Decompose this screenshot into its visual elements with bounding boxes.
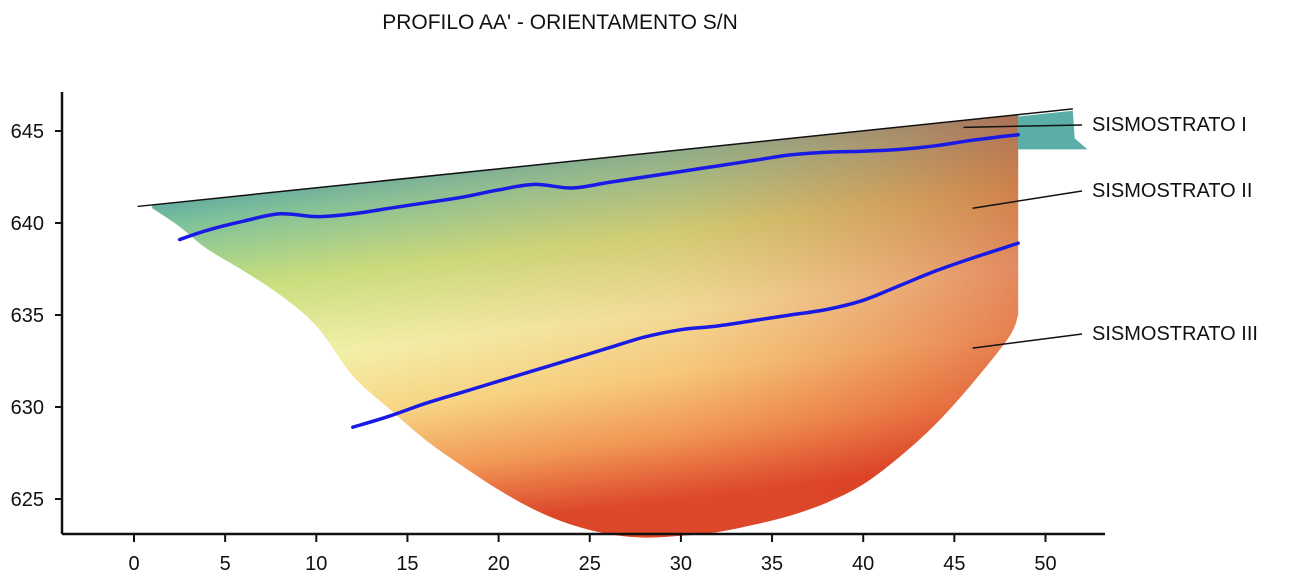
y-tick-label: 640 — [11, 213, 44, 235]
velocity-section — [152, 110, 1088, 538]
x-tick-label: 15 — [396, 553, 418, 575]
x-tick-label: 25 — [579, 553, 601, 575]
layer-boundary-1 — [177, 132, 1020, 242]
chart-title: PROFILO AA' - ORIENTAMENTO S/N — [382, 11, 738, 34]
y-tick-label: 645 — [11, 121, 44, 143]
boundary-lines — [137, 108, 1073, 429]
x-tick-label: 0 — [128, 553, 139, 575]
y-tick-label: 635 — [11, 305, 44, 327]
x-tick-label: 5 — [220, 553, 231, 575]
layer-label: SISMOSTRATO I — [1092, 114, 1247, 136]
section-cap — [1018, 110, 1088, 150]
topography-line — [137, 108, 1073, 208]
x-tick-label: 45 — [943, 553, 965, 575]
x-axis-ticks: 0 5 10 15 20 25 30 35 40 45 50 — [128, 534, 1057, 575]
layer-leader-line — [963, 124, 1083, 129]
y-tick-label: 630 — [11, 397, 44, 419]
x-tick-label: 10 — [305, 553, 327, 575]
y-tick-label: 625 — [11, 489, 44, 511]
y-axis-ticks: 625 630 635 640 645 — [11, 121, 62, 511]
x-tick-label: 20 — [487, 553, 509, 575]
layer-label: SISMOSTRATO II — [1092, 180, 1252, 202]
layer-boundary-2 — [351, 241, 1020, 429]
layer-leader-line — [972, 190, 1083, 210]
layer-labels: SISMOSTRATO I SISMOSTRATO II SISMOSTRATO I… — [963, 114, 1258, 349]
velocity-fill-warm-overlay — [152, 114, 1019, 538]
x-tick-label: 50 — [1034, 553, 1056, 575]
layer-label: SISMOSTRATO III — [1092, 323, 1258, 345]
x-tick-label: 40 — [852, 553, 874, 575]
x-tick-label: 30 — [670, 553, 692, 575]
layer-leader-line — [972, 333, 1083, 349]
x-tick-label: 35 — [761, 553, 783, 575]
